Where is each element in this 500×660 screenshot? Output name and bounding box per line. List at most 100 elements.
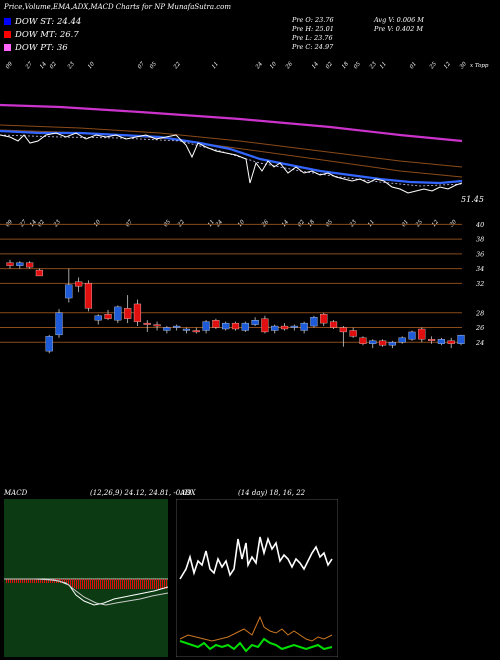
- ema-date-label: 12: [443, 61, 452, 71]
- candle-body: [26, 262, 34, 268]
- macd-background: [4, 499, 168, 657]
- candle-body: [6, 262, 14, 266]
- macd-hist-bar: [54, 579, 55, 583]
- legend-label-pt: DOW PT: 36: [15, 43, 68, 53]
- ema-date-label: 01: [409, 61, 418, 70]
- ema-panel: 09 27 14 02 23 10 07 05 22 11 24 10 26 14 02 18 05 23 11 01…: [0, 61, 489, 204]
- ema-short-line-dotted: [0, 134, 463, 187]
- macd-hist-bar: [124, 579, 125, 589]
- macd-hist-bar: [98, 579, 99, 589]
- macd-hist-bar: [150, 579, 151, 589]
- price-date-label: 11: [367, 219, 376, 228]
- legend-dow-st: DOW ST: 24.44: [4, 17, 81, 27]
- macd-params: (12,26,9) 24.12, 24.81, -0.69: [90, 489, 192, 497]
- macd-hist-bar: [136, 579, 137, 589]
- candle-body: [222, 322, 230, 330]
- macd-hist-bar: [100, 579, 101, 589]
- macd-hist-bar: [8, 579, 9, 583]
- macd-hist-bar: [110, 579, 111, 589]
- candle-body: [45, 336, 53, 352]
- macd-hist-bar: [68, 579, 69, 585]
- legend-dow-mt: DOW MT: 26.7: [4, 30, 79, 40]
- ema-date-label: 10: [87, 61, 96, 71]
- macd-histogram: [6, 579, 167, 589]
- macd-hist-bar: [134, 579, 135, 589]
- candle-body: [251, 320, 259, 325]
- macd-hist-bar: [130, 579, 131, 589]
- macd-hist-bar: [62, 579, 63, 583]
- macd-hist-bar: [128, 579, 129, 589]
- ema-date-label: 22: [172, 61, 182, 71]
- ema-last-value: 51.45: [461, 195, 484, 204]
- macd-hist-bar: [74, 579, 75, 588]
- price-date-label: 27: [18, 219, 28, 229]
- price-date-label: 02: [37, 219, 46, 229]
- candle-body: [418, 328, 426, 340]
- ohlc-open: Pre O: 23.76: [292, 16, 334, 24]
- legend-swatch-pt: [4, 44, 11, 51]
- macd-hist-bar: [14, 579, 15, 583]
- ema-short-line: [0, 129, 463, 185]
- macd-hist-bar: [60, 579, 61, 583]
- candle-body: [457, 334, 465, 344]
- candle-body: [369, 340, 377, 344]
- price-date-label: 07: [125, 219, 134, 229]
- price-date-label: 30: [449, 219, 458, 229]
- price-date-label: 26: [260, 219, 270, 229]
- ema-date-label: 14: [39, 61, 48, 71]
- candle-body: [75, 281, 83, 287]
- macd-hist-bar: [96, 579, 97, 589]
- ema-date-label: 07: [137, 61, 146, 71]
- price-y-tick: 40: [475, 221, 484, 229]
- candle-body: [143, 322, 151, 325]
- candle-body: [65, 284, 73, 299]
- candle-body: [359, 337, 367, 344]
- macd-hist-bar: [48, 579, 49, 583]
- ema-mid-line-1: [0, 124, 463, 168]
- ema-date-label: 11: [379, 61, 388, 70]
- candle-body: [398, 337, 406, 343]
- macd-hist-bar: [46, 579, 47, 583]
- macd-hist-bar: [104, 579, 105, 589]
- macd-hist-bar: [42, 579, 43, 583]
- candle-body: [241, 322, 249, 331]
- macd-hist-bar: [122, 579, 123, 589]
- macd-hist-bar: [146, 579, 147, 589]
- chart-title: Price,Volume,EMA,ADX,MACD Charts for NP …: [4, 3, 232, 11]
- candle-body: [408, 331, 416, 340]
- macd-hist-bar: [142, 579, 143, 589]
- macd-signal-line: [4, 578, 168, 606]
- price-date-label: 18: [307, 219, 316, 229]
- macd-hist-bar: [78, 579, 79, 589]
- adx-params: (14 day) 18, 16, 22: [238, 489, 306, 497]
- macd-hist-bar: [6, 579, 7, 583]
- ema-date-label: 27: [24, 61, 34, 71]
- macd-hist-bar: [116, 579, 117, 589]
- macd-hist-bar: [156, 579, 157, 589]
- price-y-tick: 28: [475, 309, 484, 317]
- macd-hist-bar: [16, 579, 17, 583]
- price-date-label: 02: [297, 219, 306, 229]
- price-date-label: 12: [431, 219, 440, 229]
- macd-hist-bar: [112, 579, 113, 589]
- ema-date-label: 02: [325, 61, 334, 71]
- candle-body: [94, 315, 102, 321]
- macd-hist-bar: [82, 579, 83, 589]
- macd-hist-bar: [10, 579, 11, 583]
- candle-body: [271, 325, 279, 331]
- macd-hist-bar: [36, 579, 37, 583]
- candle-body: [447, 340, 455, 344]
- macd-hist-bar: [80, 579, 81, 589]
- price-date-label: 05: [325, 219, 334, 229]
- ema-date-labels: 09 27 14 02 23 10 07 05 22 11 24 10 26 14 02 18 05 23 11 01…: [5, 61, 468, 71]
- candle-body: [320, 314, 328, 324]
- legend-swatch-mt: [4, 31, 11, 38]
- price-y-ticks: 40 38 36 34 32 28 26 24: [475, 221, 484, 347]
- candle-body: [428, 339, 436, 341]
- candle-body: [173, 325, 181, 328]
- macd-hist-bar: [70, 579, 71, 586]
- macd-hist-bar: [66, 579, 67, 584]
- adx-line: [179, 536, 333, 580]
